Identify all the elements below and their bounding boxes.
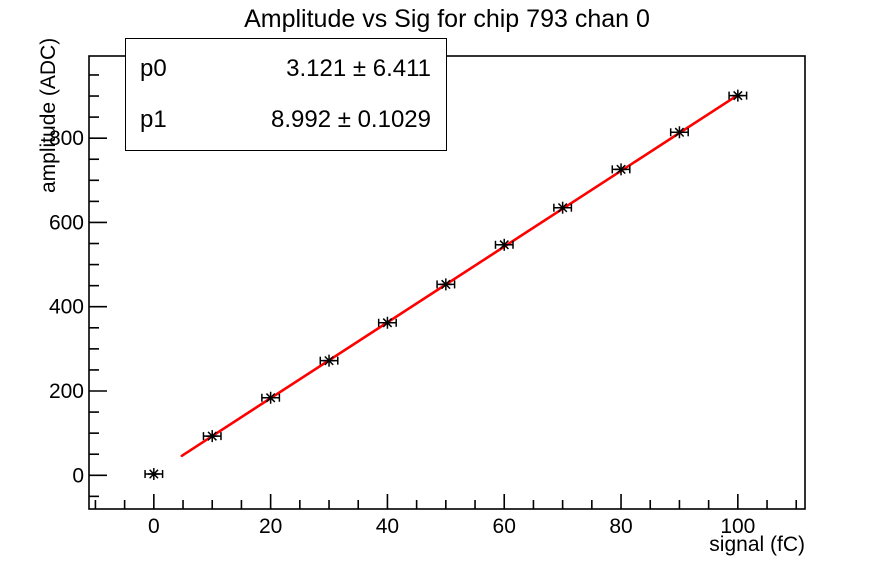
data-point [319, 354, 339, 367]
fit-line [180, 93, 740, 458]
marker-ray [265, 393, 276, 403]
data-point [669, 126, 689, 139]
tick-labels-group: 0 20 40 60 80 100 0 200 400 600 800 [49, 127, 755, 538]
stats-row-p1: p1 8.992 ± 0.1029 [126, 106, 446, 134]
x-tick-label: 40 [376, 515, 399, 538]
y-tick-label: 400 [49, 296, 84, 319]
data-point [553, 201, 573, 214]
data-point [144, 468, 164, 481]
p1-param-value: 8.992 ± 0.1029 [271, 105, 431, 133]
y-tick-label: 600 [49, 211, 84, 234]
chart-title: Amplitude vs Sig for chip 793 chan 0 [244, 5, 650, 33]
marker-ray [207, 431, 217, 441]
p1-param-label: p1 [140, 105, 167, 133]
data-point [202, 430, 222, 443]
y-tick-label: 0 [72, 464, 84, 487]
plot-frame [88, 55, 806, 510]
marker-ray [557, 202, 568, 213]
ticks-group [89, 74, 798, 509]
marker-ray [674, 127, 685, 138]
marker-ray [499, 240, 509, 250]
x-tick-label: 80 [609, 515, 632, 538]
p0-param-value: 3.121 ± 6.411 [286, 55, 431, 83]
p0-param-label: p0 [140, 55, 167, 83]
x-tick-label: 0 [148, 515, 160, 538]
marker-ray [149, 469, 159, 479]
data-point [436, 278, 456, 291]
fit-stats-box: p0 3.121 ± 6.411 p1 8.992 ± 0.1029 [125, 38, 447, 151]
x-axis-label: signal (fC) [709, 533, 805, 556]
marker-ray [733, 90, 743, 101]
data-point [494, 238, 514, 251]
y-tick-label: 800 [49, 127, 84, 150]
x-tick-label: 20 [259, 515, 282, 538]
data-points-group [144, 89, 748, 481]
data-point [611, 163, 631, 176]
marker-ray [382, 318, 393, 328]
marker-ray [324, 355, 334, 366]
fit-line-group [180, 93, 740, 458]
y-tick-label: 200 [49, 380, 84, 403]
y-axis-label: amplitude (ADC) [37, 38, 60, 193]
stats-row-p0: p0 3.121 ± 6.411 [126, 55, 446, 83]
marker-ray [441, 279, 451, 290]
data-point [377, 316, 397, 329]
x-tick-label: 60 [493, 515, 516, 538]
marker-ray [616, 164, 626, 175]
x-tick-label: 100 [720, 515, 755, 538]
data-point [728, 89, 748, 102]
data-point [261, 391, 281, 404]
